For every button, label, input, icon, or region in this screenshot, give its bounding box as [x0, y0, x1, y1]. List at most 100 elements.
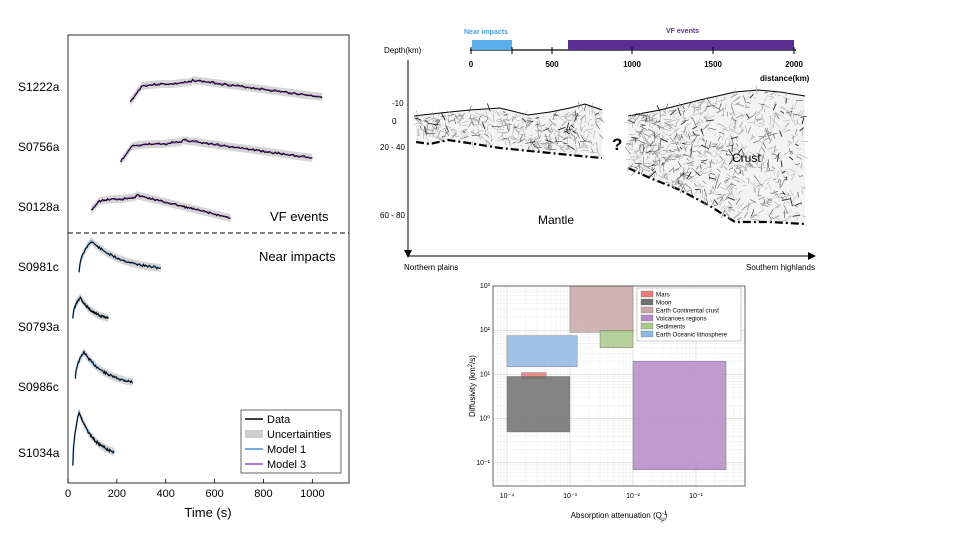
left-crack — [459, 128, 467, 133]
right-crack — [664, 182, 671, 184]
right-crack — [772, 120, 775, 128]
right-crack — [728, 156, 735, 165]
right-crack — [642, 132, 652, 138]
right-crack — [680, 164, 685, 169]
northern-plains-label: Northern plains — [404, 263, 458, 272]
left-crack — [552, 111, 557, 119]
x-tick-label: 10⁻¹ — [689, 493, 703, 500]
right-crack — [646, 146, 648, 152]
right-crack — [674, 183, 682, 185]
right-crack — [747, 163, 754, 168]
right-crack — [662, 149, 670, 154]
right-crack — [694, 171, 701, 177]
right-crack — [633, 160, 636, 165]
right-crack — [786, 109, 792, 117]
left-crack — [519, 144, 523, 147]
right-crack — [692, 100, 696, 104]
right-crack — [689, 156, 695, 160]
left-crack — [504, 118, 507, 123]
right-crack — [732, 97, 741, 102]
left-crack — [480, 124, 484, 128]
left-crack — [432, 132, 434, 138]
data-curve-S0128a — [91, 194, 231, 220]
right-crack — [697, 181, 703, 188]
right-crack — [713, 199, 719, 206]
left-crack — [437, 136, 444, 143]
legend-entry-moon: Moon — [656, 300, 672, 307]
right-crack — [792, 193, 799, 201]
data-curve-S0981c — [78, 241, 162, 273]
right-crack — [765, 198, 773, 204]
right-crack — [740, 113, 746, 120]
right-crack — [638, 127, 644, 136]
right-crack — [662, 159, 667, 167]
right-crack — [706, 124, 710, 127]
right-crack — [753, 96, 757, 100]
right-crack — [665, 134, 672, 137]
right-crack — [764, 94, 769, 99]
right-crack — [744, 102, 747, 108]
left-crack — [513, 137, 522, 142]
left-crack — [589, 142, 597, 148]
right-crack — [650, 112, 658, 119]
legend-entry-earth-oceanic-lithosphere: Earth Oceanic lithosphere — [656, 332, 728, 339]
left-crack — [585, 129, 592, 134]
left-crack — [461, 112, 466, 117]
right-crack — [658, 122, 665, 131]
left-crack — [470, 118, 476, 127]
right-crack — [675, 142, 678, 146]
y-tick-label: 10¹ — [480, 371, 491, 378]
legend-swatch-sediments — [640, 322, 654, 330]
right-crack — [683, 126, 687, 134]
left-crack — [525, 122, 528, 131]
right-crack — [709, 145, 718, 148]
right-crack — [751, 208, 755, 217]
right-crack — [785, 169, 790, 176]
right-crack — [768, 134, 770, 140]
right-crack — [753, 174, 758, 178]
left-crack — [525, 142, 529, 144]
left-crack — [463, 131, 466, 137]
left-crack — [548, 143, 551, 150]
right-crack — [727, 197, 735, 201]
right-crack — [754, 160, 758, 167]
left-crack — [524, 123, 531, 129]
left-crack — [451, 134, 460, 138]
right-crack — [783, 176, 787, 178]
right-crack — [746, 101, 751, 104]
x-tick-label: 200 — [108, 488, 126, 500]
right-crack — [726, 145, 734, 147]
right-crack — [646, 168, 651, 172]
right-crack — [691, 106, 701, 109]
right-crack — [790, 117, 797, 126]
right-crack — [683, 140, 689, 146]
station-label-S0981c: S0981c — [18, 260, 59, 274]
right-crack — [731, 170, 736, 179]
right-crack — [716, 174, 720, 183]
left-crack — [487, 123, 491, 126]
right-crack — [793, 134, 798, 138]
right-crack — [792, 113, 797, 116]
right-crack — [746, 202, 750, 211]
left-crack — [476, 129, 484, 133]
right-crack — [641, 114, 649, 120]
left-crack — [475, 124, 479, 129]
right-crack — [697, 102, 703, 108]
right-crack — [638, 164, 641, 174]
right-crack — [720, 160, 725, 168]
right-crack — [723, 166, 728, 171]
right-crack — [731, 191, 735, 199]
right-crack — [742, 180, 746, 183]
right-crack — [713, 133, 717, 137]
left-crack — [579, 114, 586, 121]
left-crack — [477, 115, 481, 124]
distance-tick-0: 0 — [469, 60, 474, 69]
right-crack — [671, 154, 676, 156]
left-crack — [544, 143, 548, 146]
left-crack — [514, 112, 518, 121]
right-crack — [775, 122, 781, 128]
right-crack — [732, 178, 741, 183]
right-crack — [774, 152, 781, 159]
right-crack — [636, 130, 642, 134]
left-crack — [444, 117, 448, 125]
